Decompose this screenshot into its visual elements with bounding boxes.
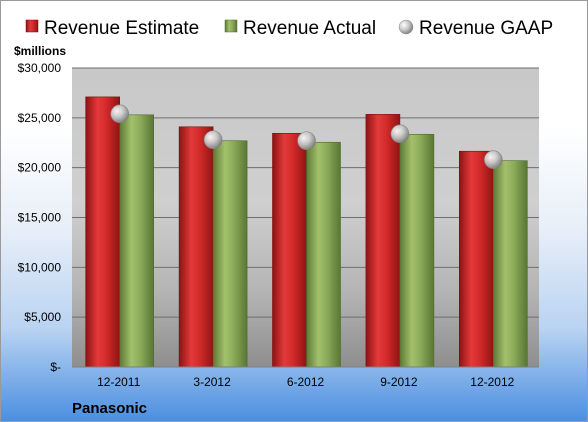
- bar-revenue-estimate: [272, 132, 307, 368]
- y-tick-label: $30,000: [18, 61, 62, 75]
- gaap-markers: [110, 104, 503, 169]
- y-tick-label: $5,000: [24, 310, 61, 324]
- y-tick-label: $15,000: [18, 211, 62, 225]
- x-tick-label: 12-2012: [470, 375, 514, 389]
- y-axis-label: $millions: [14, 44, 66, 58]
- legend-item-revenue-actual: Revenue Actual: [224, 18, 376, 39]
- marker-revenue-gaap: [483, 150, 503, 169]
- bar-revenue-actual: [306, 141, 341, 368]
- legend-label-revenue-actual: Revenue Actual: [243, 18, 376, 39]
- y-tick-label: $25,000: [18, 111, 62, 125]
- x-tick-labels: 12-2011 3-2012 6-2012 9-2012 12-2012: [97, 375, 515, 389]
- marker-revenue-gaap: [203, 130, 223, 150]
- bar-revenue-estimate: [458, 150, 494, 368]
- x-tick-label: 12-2011: [97, 375, 140, 389]
- x-tick-label: 6-2012: [287, 375, 325, 389]
- legend-swatch-revenue-estimate: [25, 19, 39, 33]
- x-tick-label: 9-2012: [380, 375, 418, 389]
- bars: [85, 96, 528, 368]
- marker-revenue-gaap: [110, 104, 129, 124]
- y-tick-labels: $- $5,000 $10,000 $15,000 $20,000 $25,000 $30,…: [18, 61, 62, 374]
- bar-revenue-estimate: [365, 114, 401, 368]
- y-tick-label: $-: [50, 360, 61, 374]
- marker-revenue-gaap: [390, 124, 410, 144]
- y-tick-label: $20,000: [18, 161, 62, 175]
- company-name: Panasonic: [72, 400, 147, 417]
- marker-revenue-gaap: [297, 131, 316, 151]
- y-tick-label: $10,000: [18, 260, 62, 274]
- legend-label-revenue-estimate: Revenue Estimate: [44, 18, 199, 39]
- legend-item-revenue-estimate: Revenue Estimate: [25, 18, 199, 39]
- legend-label-revenue-gaap: Revenue GAAP: [419, 18, 553, 39]
- legend-swatch-revenue-actual: [224, 19, 238, 33]
- bar-revenue-actual: [492, 160, 528, 368]
- x-tick-label: 3-2012: [193, 375, 231, 389]
- bar-revenue-actual: [212, 140, 248, 368]
- bar-revenue-estimate: [178, 126, 214, 368]
- bar-revenue-actual: [399, 133, 435, 368]
- bar-revenue-estimate: [85, 96, 120, 368]
- legend: Revenue Estimate Revenue Actual Revenue …: [25, 18, 553, 39]
- legend-marker-revenue-gaap: [398, 19, 414, 35]
- bar-revenue-actual: [119, 114, 154, 368]
- legend-item-revenue-gaap: Revenue GAAP: [398, 18, 553, 39]
